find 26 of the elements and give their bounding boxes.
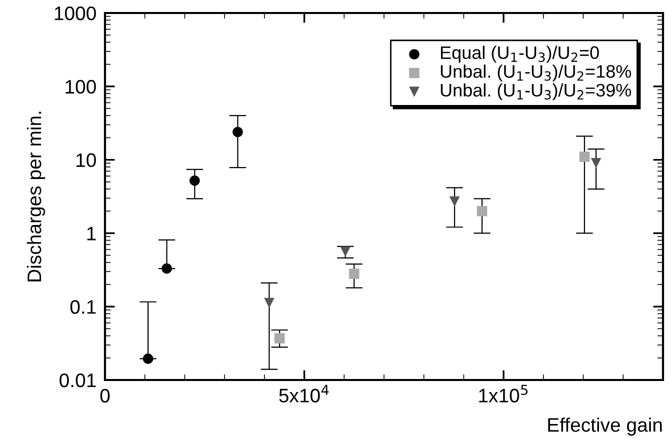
y-tick-label: 1000 — [54, 6, 96, 20]
point — [348, 268, 360, 279]
y-tick-label: 10 — [76, 153, 96, 168]
legend-label: Equal (U$_{1}$-U$_{3}$)/U$_{2}$=0 — [441, 46, 599, 63]
point — [264, 298, 274, 308]
y-tick-label: 1 — [87, 226, 96, 240]
point — [579, 152, 590, 162]
legend-label: Unbal. (U$_{1}$-U$_{3}$)/U$_{2}$=18% — [440, 64, 632, 82]
y-tick-label: 100 — [66, 80, 96, 94]
y-tick-label: 0.01 — [60, 373, 96, 388]
point — [142, 354, 154, 364]
point — [340, 246, 350, 257]
point — [476, 206, 488, 216]
point — [449, 196, 460, 207]
y-tick-label: 0.1 — [70, 300, 96, 314]
point — [232, 126, 243, 138]
legend-label: Unbal. (U$_{1}$-U$_{3}$)/U$_{2}$=39% — [440, 83, 632, 100]
x-tick-label: 5x10$^{4}$ — [279, 384, 329, 402]
y-axis-title: Discharges per min. — [26, 112, 46, 282]
point — [274, 333, 285, 344]
x-axis-title: Effective gain — [548, 418, 662, 436]
point — [190, 175, 200, 186]
x-tick-label: 1x10$^{5}$ — [479, 384, 528, 402]
x-tick-label: 0 — [100, 388, 110, 403]
point — [162, 263, 172, 274]
point — [590, 158, 602, 168]
